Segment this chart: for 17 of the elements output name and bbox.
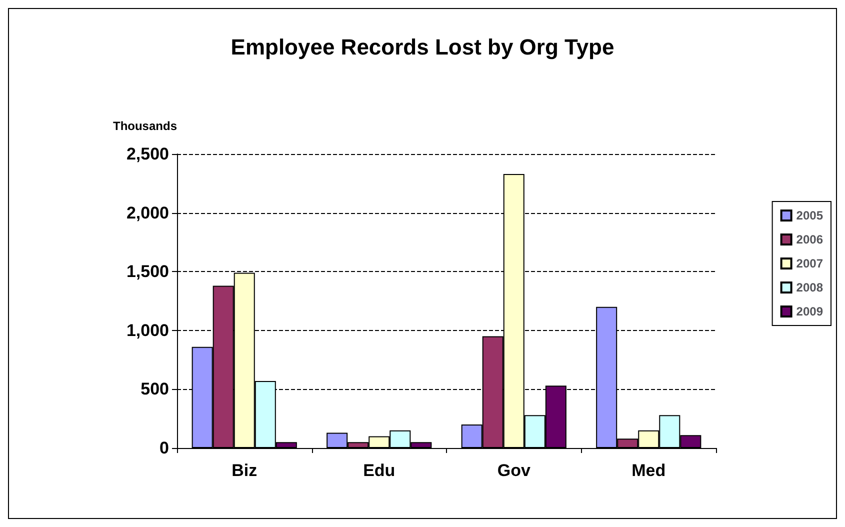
y-tick-label: 1,000 xyxy=(126,320,169,340)
chart-title: Employee Records Lost by Org Type xyxy=(230,34,614,60)
y-tick-label: 1,500 xyxy=(126,262,169,282)
legend-label: 2006 xyxy=(796,232,824,246)
y-axis-title: Thousands xyxy=(112,119,178,133)
x-tick-label: Edu xyxy=(363,461,396,480)
y-tick-label: 500 xyxy=(140,380,169,399)
x-tick-label: Gov xyxy=(497,461,531,480)
y-tick-label: 0 xyxy=(160,438,169,458)
x-tick-label: Med xyxy=(632,461,666,480)
y-tick-label: 2,500 xyxy=(126,144,169,164)
legend-label: 2005 xyxy=(796,208,824,222)
legend-label: 2008 xyxy=(796,280,824,294)
y-tick-label: 2,000 xyxy=(126,203,169,222)
legend-label: 2007 xyxy=(796,256,824,270)
legend-label: 2009 xyxy=(796,304,824,318)
x-tick-label: Biz xyxy=(232,461,258,480)
